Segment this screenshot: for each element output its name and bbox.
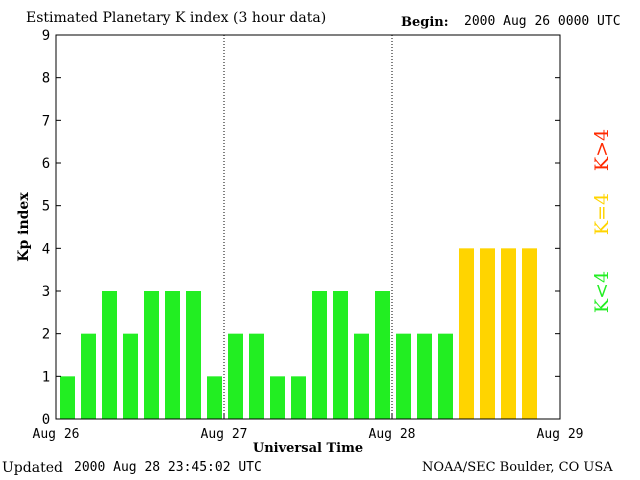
y-axis-label: Kp index (16, 192, 32, 262)
begin-value: 2000 Aug 26 0000 UTC (464, 14, 621, 29)
updated-label: Updated (2, 460, 63, 476)
kp-bar (249, 333, 264, 419)
kp-bar (60, 376, 75, 419)
kp-bar (228, 333, 243, 419)
y-tick-label: 1 (42, 369, 50, 385)
kp-bar (375, 291, 390, 419)
y-tick-label: 5 (42, 199, 50, 215)
legend-mid: K=4 (591, 193, 613, 235)
y-tick-label: 7 (42, 113, 50, 129)
kp-bar (186, 291, 201, 419)
chart-title: Estimated Planetary K index (3 hour data… (26, 10, 327, 26)
y-tick-label: 6 (42, 156, 50, 172)
kp-bar (522, 248, 537, 419)
x-tick-label: Aug 28 (369, 427, 416, 442)
kp-bar (396, 333, 411, 419)
legend-high: K>4 (591, 129, 613, 171)
kp-bar (123, 333, 138, 419)
kp-bar (291, 376, 306, 419)
y-tick-label: 8 (42, 71, 50, 87)
kp-bar (459, 248, 474, 419)
x-axis-label: Universal Time (253, 441, 363, 456)
source-credit: NOAA/SEC Boulder, CO USA (422, 460, 613, 475)
kp-bar (480, 248, 495, 419)
updated-value: 2000 Aug 28 23:45:02 UTC (74, 460, 262, 475)
begin-label: Begin: (401, 15, 449, 30)
kp-bar (270, 376, 285, 419)
y-tick-label: 0 (42, 412, 50, 428)
x-tick-label: Aug 27 (201, 427, 248, 442)
legend-low: K<4 (591, 271, 613, 313)
y-tick-label: 9 (42, 28, 50, 44)
kp-bar (312, 291, 327, 419)
y-tick-label: 4 (42, 241, 50, 257)
x-tick-label: Aug 29 (537, 427, 584, 442)
plot-frame (55, 34, 561, 420)
x-tick-label: Aug 26 (33, 427, 80, 442)
kp-bar (354, 333, 369, 419)
kp-bar (207, 376, 222, 419)
kp-bar (165, 291, 180, 419)
kp-bar (417, 333, 432, 419)
kp-bar (501, 248, 516, 419)
kp-bar (144, 291, 159, 419)
kp-bar (333, 291, 348, 419)
kp-bar (81, 333, 96, 419)
kp-bar (438, 333, 453, 419)
kp-bar (102, 291, 117, 419)
y-tick-label: 3 (42, 284, 50, 300)
y-tick-label: 2 (42, 327, 50, 343)
